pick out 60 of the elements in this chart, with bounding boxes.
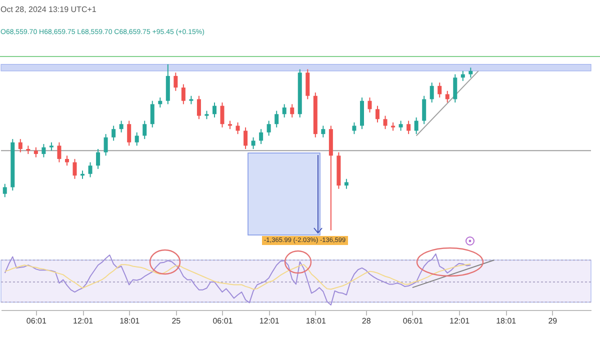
candlestick [321,125,326,138]
candlestick [119,120,124,133]
candlestick [88,162,92,178]
candlestick [220,102,224,128]
candlestick [42,144,46,158]
x-tick-label: 06:01 [212,316,234,326]
x-tick-label: 12:01 [73,316,94,326]
candlestick [422,95,426,125]
candlestick [306,68,310,100]
candlestick [453,74,458,104]
candlestick [398,120,403,132]
candlestick [150,100,154,128]
candlestick [282,104,286,118]
candlestick [181,84,186,105]
x-tick-label: 12:01 [450,316,470,326]
x-tick-label: 06:01 [26,316,47,326]
candlestick [468,67,473,78]
candlestick [158,97,162,108]
candlestick [196,95,201,120]
candlestick [244,126,248,150]
candlestick [290,104,294,118]
candlestick [134,132,139,146]
candlestick [414,116,418,135]
candlestick [57,142,62,163]
candlestick [212,102,216,118]
x-tick-label: 12:01 [259,316,280,326]
candlestick [344,178,348,190]
candlestick [18,138,22,153]
candlestick [274,110,279,128]
candlestick [2,183,7,198]
candlestick [438,82,442,98]
candlestick [236,122,240,135]
candlestick [266,120,271,136]
candlestick [460,70,465,82]
chart-title: Oct 28, 2024 13:19 UTC+1 [0,5,97,14]
candlestick [406,120,411,135]
candlestick [96,148,100,170]
candlestick [352,122,356,135]
x-tick-label: 06:01 [402,316,424,326]
x-tick-label: 18:01 [496,316,517,326]
candlestick [445,90,450,104]
candlestick [383,115,388,130]
x-tick-label: 25 [172,316,182,326]
x-tick-label: 18:01 [120,316,140,326]
candlestick [251,136,256,150]
candlestick [64,155,69,166]
x-tick-label: 18:01 [306,316,326,326]
candlestick [368,97,372,113]
candlestick [104,134,108,156]
candlestick [72,158,77,180]
candlestick [112,125,116,142]
candlestick [127,120,132,146]
candlestick [174,72,178,92]
candlestick [430,82,434,104]
x-tick-label: 28 [362,316,372,326]
x-tick-label: 29 [548,316,558,326]
candlestick [34,146,38,158]
candlestick [259,128,264,145]
candlestick [142,120,147,140]
candlestick [376,105,380,123]
